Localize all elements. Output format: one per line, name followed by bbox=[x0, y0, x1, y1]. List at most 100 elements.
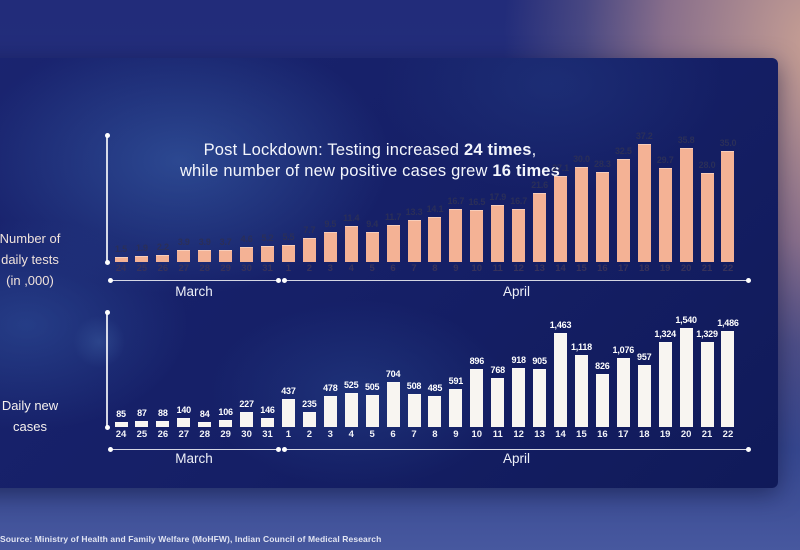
x-axis-date-label: 17 bbox=[618, 263, 629, 274]
x-axis-date-label: 26 bbox=[157, 429, 169, 440]
bar bbox=[198, 249, 212, 262]
x-axis-date-label: 3 bbox=[327, 429, 333, 440]
bar-value-label: 5.2 bbox=[261, 232, 274, 243]
bar-value-label: 87 bbox=[137, 408, 147, 419]
bar-value-label: 768 bbox=[490, 364, 506, 375]
bar bbox=[491, 205, 505, 262]
x-axis-date-label: 15 bbox=[576, 429, 587, 440]
x-axis-date-label: 10 bbox=[471, 263, 483, 274]
bar bbox=[177, 418, 191, 427]
x-axis-date-label: 18 bbox=[638, 429, 650, 440]
bar bbox=[512, 209, 526, 262]
bar-value-label: 485 bbox=[427, 382, 443, 393]
x-axis-date-label: 21 bbox=[701, 263, 713, 274]
chart-title-line: while number of new positive cases grew … bbox=[70, 161, 670, 182]
bar bbox=[156, 255, 170, 262]
x-axis-date-label: 25 bbox=[136, 263, 148, 274]
x-axis-date-label: 10 bbox=[471, 429, 483, 440]
bar-value-label: 896 bbox=[469, 356, 485, 367]
bar-value-label: 905 bbox=[532, 355, 547, 366]
bar bbox=[261, 417, 274, 427]
bar bbox=[302, 411, 316, 427]
y-axis-label-daily-new-cases: Daily new cases bbox=[0, 395, 76, 437]
bar-value-label: 88 bbox=[158, 408, 168, 419]
bar bbox=[281, 244, 295, 262]
bar-value-label: 16.5 bbox=[468, 196, 486, 207]
month-axis-line bbox=[284, 279, 748, 281]
bar-value-label: 140 bbox=[176, 405, 192, 415]
bar bbox=[574, 355, 588, 427]
bar-value-label: 591 bbox=[448, 376, 464, 386]
y-axis-line bbox=[106, 312, 108, 427]
bar-value-label: 28.3 bbox=[594, 159, 611, 170]
x-axis-date-label: 6 bbox=[390, 263, 396, 274]
bar bbox=[386, 224, 400, 262]
bar-value-label: 14.1 bbox=[426, 204, 444, 215]
bar bbox=[595, 172, 609, 262]
x-axis-date-label: 20 bbox=[680, 429, 692, 440]
x-axis-date-label: 5 bbox=[369, 429, 375, 440]
title-emphasis: 24 times bbox=[463, 141, 532, 159]
bar bbox=[679, 148, 693, 262]
bar bbox=[302, 237, 316, 262]
y-axis-label-daily-tests: Number of daily tests (in ,000) bbox=[0, 228, 76, 291]
bar-value-label: 826 bbox=[595, 360, 610, 371]
x-axis-date-label: 22 bbox=[722, 429, 734, 440]
month-axis-dot bbox=[275, 446, 281, 452]
bar-value-label: 1.5 bbox=[115, 244, 127, 255]
bar-value-label: 227 bbox=[239, 399, 254, 410]
bar bbox=[386, 381, 400, 427]
x-axis-date-label: 1 bbox=[285, 429, 292, 440]
bar bbox=[281, 398, 295, 427]
bar bbox=[219, 250, 233, 262]
bar bbox=[700, 173, 714, 262]
bar bbox=[700, 341, 714, 427]
bar bbox=[177, 249, 191, 262]
bar bbox=[323, 231, 337, 262]
month-label: March bbox=[175, 284, 213, 299]
bar-value-label: 32.5 bbox=[614, 145, 632, 156]
bar-value-label: 146 bbox=[260, 404, 275, 415]
bar bbox=[261, 245, 274, 262]
bar-value-label: 1,486 bbox=[717, 318, 739, 329]
axis-label-line: Daily new bbox=[1, 398, 59, 413]
bar-value-label: 29.7 bbox=[656, 154, 674, 165]
bar-value-label: 478 bbox=[323, 383, 338, 394]
x-axis-date-label: 17 bbox=[618, 429, 629, 440]
month-axis-dot bbox=[282, 446, 288, 452]
bar bbox=[156, 421, 170, 427]
bar-value-label: 35.8 bbox=[677, 135, 695, 146]
x-axis-date-label: 8 bbox=[432, 263, 438, 274]
bar-value-label: 508 bbox=[406, 381, 422, 392]
bar-value-label: 21.6 bbox=[531, 180, 548, 191]
bar bbox=[658, 341, 672, 427]
bar-value-label: 1,324 bbox=[654, 328, 676, 339]
chart-title: Post Lockdown: Testing increased 24 time… bbox=[70, 140, 670, 182]
x-axis-date-label: 29 bbox=[220, 429, 231, 440]
x-axis-date-label: 28 bbox=[199, 429, 210, 440]
bar-value-label: 13.3 bbox=[405, 206, 423, 217]
bar-value-label: 106 bbox=[218, 407, 233, 418]
x-axis-date-label: 30 bbox=[241, 429, 252, 440]
bar-value-label: 7.7 bbox=[303, 224, 316, 235]
bar-value-label: 1,463 bbox=[549, 319, 572, 330]
x-axis-date-label: 4 bbox=[348, 429, 354, 440]
bar-value-label: 1,076 bbox=[612, 344, 635, 355]
month-label: March bbox=[175, 451, 213, 466]
x-axis-date-label: 9 bbox=[453, 263, 459, 274]
bar-value-label: 16.7 bbox=[447, 196, 465, 207]
bar bbox=[114, 257, 128, 262]
x-axis-date-label: 19 bbox=[659, 263, 671, 274]
bar-value-label: 505 bbox=[364, 381, 380, 392]
bar bbox=[198, 421, 212, 427]
month-axis-line bbox=[284, 448, 748, 450]
x-axis-date-label: 28 bbox=[199, 263, 210, 274]
month-axis-dot bbox=[745, 277, 751, 283]
bar-value-label: 1.9 bbox=[135, 242, 148, 253]
x-axis-date-label: 19 bbox=[659, 429, 671, 440]
bar bbox=[574, 166, 588, 262]
x-axis-date-label: 4 bbox=[348, 263, 354, 274]
bar-value-label: 27.1 bbox=[552, 163, 569, 174]
y-axis-dot bbox=[104, 132, 110, 138]
